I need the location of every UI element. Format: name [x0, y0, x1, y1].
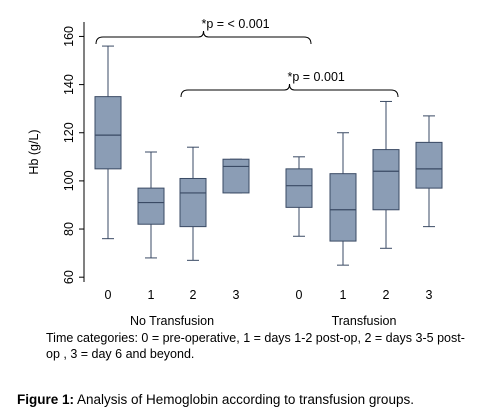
x-tick-label: 3	[426, 288, 433, 302]
significance-label: *p = 0.001	[288, 70, 345, 84]
figure-caption-text: Analysis of Hemoglobin according to tran…	[74, 392, 414, 407]
box-iqr	[179, 177, 207, 228]
box-iqr	[94, 96, 122, 170]
y-tick-label: 160	[62, 26, 76, 47]
significance-bracket	[180, 83, 399, 98]
y-tick-label: 100	[62, 170, 76, 191]
x-tick-label: 0	[105, 288, 112, 302]
significance-label: *p = < 0.001	[202, 17, 270, 31]
box-iqr	[222, 158, 250, 194]
y-tick-label: 80	[62, 222, 76, 236]
box-iqr	[329, 173, 357, 242]
box-iqr	[415, 141, 443, 189]
y-axis-title: Hb (g/L)	[27, 129, 41, 174]
x-tick-label: 0	[296, 288, 303, 302]
x-tick-label: 2	[190, 288, 197, 302]
x-tick-label: 1	[148, 288, 155, 302]
box-iqr	[285, 168, 313, 208]
figure-label: Figure 1:	[17, 392, 75, 407]
x-tick-label: 3	[233, 288, 240, 302]
x-tick-label: 2	[383, 288, 390, 302]
x-tick-label: 1	[340, 288, 347, 302]
y-tick-label: 140	[62, 74, 76, 95]
box-iqr	[137, 187, 165, 225]
box-iqr	[372, 149, 400, 211]
time-categories-note: Time categories: 0 = pre-operative, 1 = …	[46, 331, 465, 361]
group-label: No Transfusion	[130, 314, 214, 328]
significance-bracket	[95, 30, 312, 45]
y-tick-label: 120	[62, 122, 76, 143]
group-label: Transfusion	[332, 314, 397, 328]
figure-caption: Figure 1: Analysis of Hemoglobin accordi…	[17, 392, 482, 407]
y-tick-label: 60	[62, 270, 76, 284]
